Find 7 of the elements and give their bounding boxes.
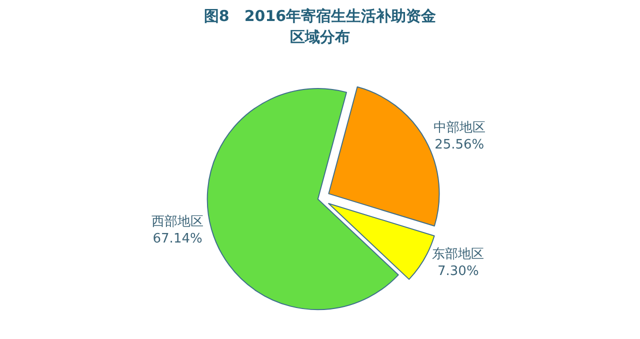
- data-label: 67.14%: [152, 231, 202, 246]
- data-label: 7.30%: [438, 264, 479, 280]
- slice-label: 东部地区: [432, 247, 484, 262]
- data-label: 25.56%: [434, 137, 484, 152]
- chart-title: 图8 2016年寄宿生生活补助资金区域分布: [202, 6, 438, 48]
- slice-label: 西部地区: [152, 214, 204, 230]
- slice-label: 中部地区: [433, 120, 486, 136]
